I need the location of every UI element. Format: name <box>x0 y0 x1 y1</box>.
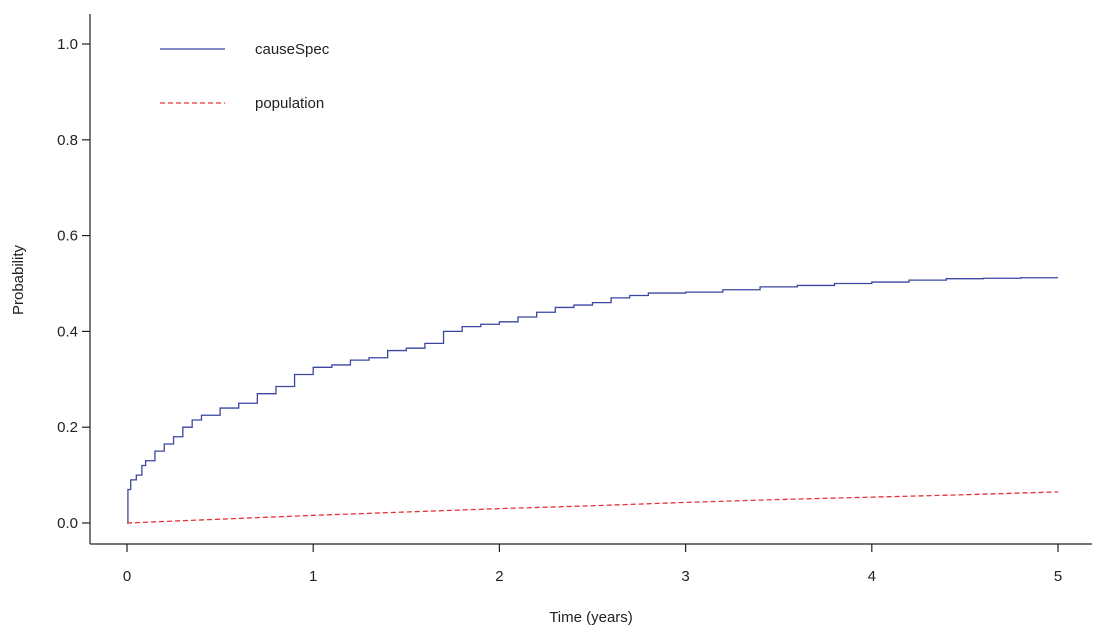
y-tick-label: 0.4 <box>57 323 78 340</box>
legend-label-population: population <box>255 95 324 112</box>
legend: causeSpec population <box>160 41 330 112</box>
legend-label-causeSpec: causeSpec <box>255 41 330 58</box>
x-tick-label: 1 <box>309 568 317 585</box>
series-line-population <box>126 491 1059 524</box>
x-tick-label: 3 <box>681 568 689 585</box>
x-tick-label: 4 <box>868 568 876 585</box>
y-tick-label: 1.0 <box>57 36 78 53</box>
series-line-causeSpec <box>127 277 1058 524</box>
x-axis-label: Time (years) <box>549 609 633 626</box>
x-tick-label: 0 <box>123 568 131 585</box>
y-tick-label: 0.2 <box>57 419 78 436</box>
x-axis-ticks: 0 1 2 3 4 5 <box>123 544 1062 585</box>
y-axis-ticks: 0.0 0.2 0.4 0.6 0.8 1.0 <box>57 36 90 532</box>
y-tick-label: 0.0 <box>57 515 78 532</box>
x-tick-label: 5 <box>1054 568 1062 585</box>
series-layer <box>126 277 1059 524</box>
x-tick-label: 2 <box>495 568 503 585</box>
y-tick-label: 0.6 <box>57 228 78 245</box>
y-tick-label: 0.8 <box>57 132 78 149</box>
y-axis-label: Probability <box>10 244 27 315</box>
